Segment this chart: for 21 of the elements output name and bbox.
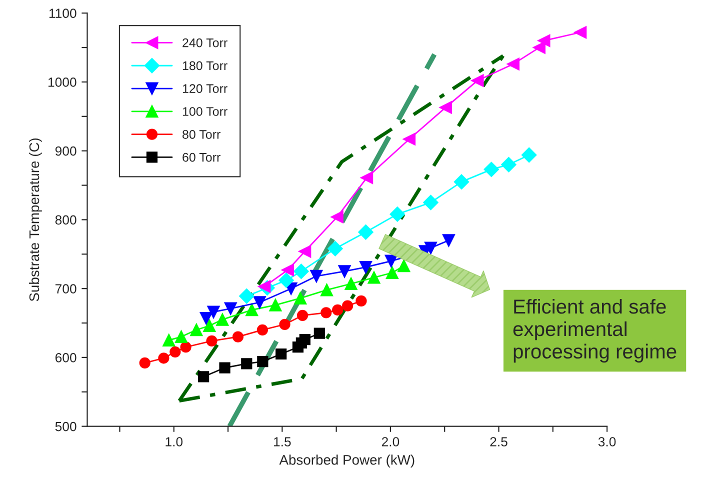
y-tick-label: 600: [55, 353, 76, 362]
x-tick-label: 1.5: [274, 437, 291, 446]
y-tick-label: 1000: [48, 78, 76, 87]
legend-label: 80 Torr: [182, 130, 220, 139]
y-axis-title: Substrate Temperature (C): [28, 138, 42, 302]
y-tick-label: 500: [55, 422, 76, 432]
y-tick-label: 1100: [49, 8, 76, 18]
x-tick-label: 2.5: [490, 437, 508, 446]
y-tick-label: 700: [55, 284, 76, 294]
x-tick-label: 1.0: [166, 437, 183, 446]
y-tick-label: 900: [55, 146, 76, 156]
x-tick-label: 2.0: [382, 437, 400, 446]
legend-label: 60 Torr: [182, 152, 220, 162]
legend-label: 100 Torr: [182, 107, 228, 116]
y-tick-label: 800: [55, 215, 76, 225]
x-axis-title: Absorbed Power (kW): [279, 454, 414, 468]
legend-label: 240 Torr: [182, 38, 228, 48]
legend-label: 180 Torr: [182, 61, 228, 70]
legend-label: 120 Torr: [182, 84, 228, 94]
annotation: Efficient and safe experimental processing regime: [513, 298, 676, 363]
x-tick-label: 3.0: [598, 437, 616, 446]
